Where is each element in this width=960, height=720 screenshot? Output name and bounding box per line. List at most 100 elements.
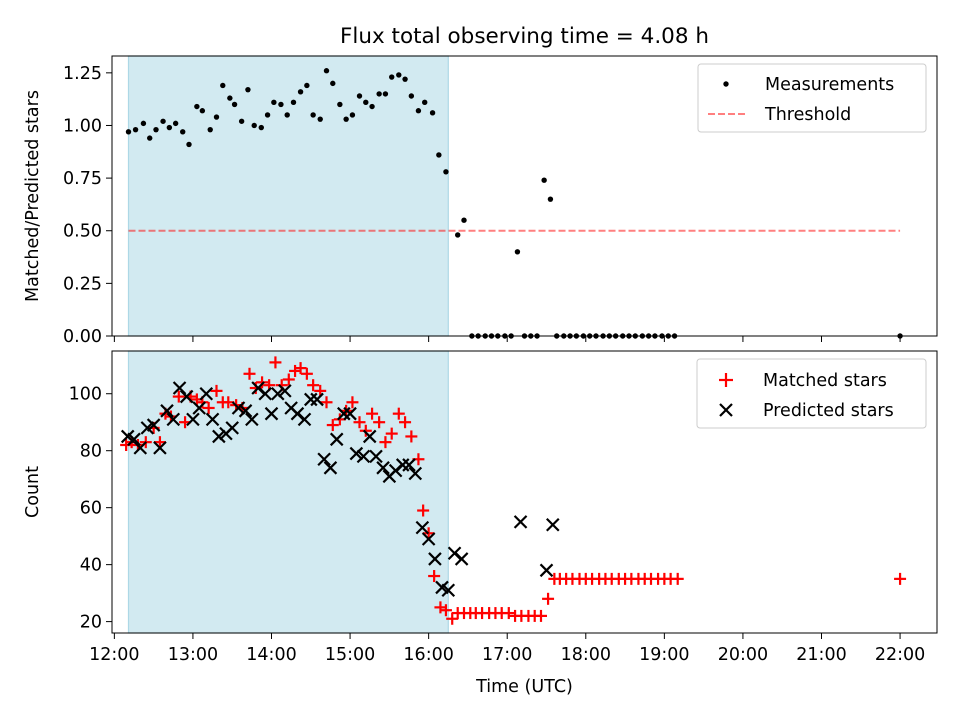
x-tick-label: 15:00 <box>325 645 375 665</box>
matched-star-marker <box>307 379 320 392</box>
x-tick-label: 16:00 <box>403 645 453 665</box>
matched-star-marker <box>671 572 684 585</box>
measurement-point <box>258 124 264 131</box>
matched-star-marker <box>282 373 295 386</box>
predicted-star-marker <box>408 466 423 481</box>
matched-star-marker <box>353 416 366 429</box>
y-tick-label: 0.00 <box>63 327 102 347</box>
measurement-point <box>147 135 153 141</box>
predicted-star-marker <box>349 446 364 461</box>
top-panel: 0.00 0.25 0.50 0.75 1.00 1.25 Matched/Predict… <box>23 55 938 347</box>
measurement-point <box>278 101 284 108</box>
y-tick-label: 0.50 <box>63 222 102 242</box>
shaded-observing-window <box>127 350 449 634</box>
y-tick-label: 40 <box>80 556 102 576</box>
measurement-point <box>132 126 139 133</box>
bottom-legend-frame <box>696 358 927 429</box>
matched-star-marker <box>120 439 133 451</box>
predicted-star-marker <box>323 461 338 475</box>
legend-predicted-marker <box>719 403 733 417</box>
predicted-star-marker <box>421 532 436 546</box>
top-legend: Measurements Threshold <box>697 63 927 133</box>
matched-star-marker <box>428 570 441 583</box>
top-shaded-span <box>127 55 449 337</box>
measurement-point <box>323 68 330 74</box>
predicted-star-marker <box>166 412 181 427</box>
predicted-star-marker <box>356 449 371 464</box>
predicted-star-marker <box>192 401 206 415</box>
measurement-point <box>227 95 233 101</box>
measurement-point <box>422 99 428 106</box>
measurement-point <box>389 74 395 80</box>
predicted-star-marker <box>539 563 554 578</box>
measurement-point <box>376 91 382 97</box>
matched-star-marker <box>535 609 547 622</box>
predicted-star-marker <box>127 432 141 447</box>
predicted-star-marker <box>245 412 259 427</box>
y-tick-label: 100 <box>69 385 102 405</box>
bottom-legend: Matched stars Predicted stars <box>696 358 927 429</box>
x-tick-label: 21:00 <box>796 645 846 665</box>
matched-star-marker <box>446 612 459 625</box>
measurement-point <box>251 122 257 129</box>
matched-star-marker <box>434 601 447 614</box>
predicted-star-marker <box>205 412 220 427</box>
y-tick-label: 0.25 <box>63 274 102 294</box>
matched-star-marker <box>379 436 392 449</box>
measurement-point <box>369 103 375 110</box>
matched-star-marker <box>542 592 555 605</box>
matched-star-marker <box>153 436 166 449</box>
predicted-star-marker <box>376 461 390 475</box>
measurement-point <box>547 196 554 202</box>
predicted-star-marker <box>310 392 324 407</box>
measurement-point <box>153 126 159 133</box>
matched-star-marker <box>172 390 185 403</box>
predicted-star-marker <box>317 452 331 467</box>
legend-measurements-marker <box>723 81 729 87</box>
predicted-star-marker <box>304 392 318 407</box>
measurement-point <box>415 108 422 114</box>
x-tick-label: 13:00 <box>168 645 218 665</box>
measurement-point <box>317 116 323 122</box>
predicted-star-marker <box>395 458 410 472</box>
measurement-point <box>297 89 304 95</box>
measurement-point <box>455 232 461 238</box>
bottom-plot-frame <box>111 350 938 634</box>
measurement-point <box>461 217 467 223</box>
measurement-point <box>180 129 186 135</box>
measurement-point <box>207 126 213 133</box>
predicted-star-marker <box>264 406 279 421</box>
predicted-star-marker <box>146 418 161 432</box>
measurement-point <box>160 118 166 124</box>
legend-measurements-label: Measurements <box>765 75 894 95</box>
matched-star-marker <box>243 367 256 380</box>
matched-star-marker <box>894 572 907 585</box>
y-tick-label: 1.25 <box>63 64 102 84</box>
top-y-axis-label: Matched/Predicted stars <box>23 90 43 302</box>
measurement-point <box>245 86 251 93</box>
measurement-point <box>231 101 238 108</box>
measurement-point <box>213 114 220 120</box>
x-tick-label: 17:00 <box>482 645 532 665</box>
matched-star-marker <box>359 424 372 437</box>
matched-star-marker <box>502 607 515 620</box>
top-plot-frame <box>111 55 938 337</box>
matched-star-marker <box>346 396 359 409</box>
predicted-star-marker <box>186 412 200 427</box>
measurement-point <box>330 80 336 87</box>
matched-star-marker <box>210 384 223 397</box>
y-tick-label: 60 <box>80 499 102 519</box>
x-tick-label: 20:00 <box>718 645 768 665</box>
measurement-point <box>402 76 408 82</box>
predicted-star-marker <box>179 389 194 404</box>
matched-star-marker <box>373 416 386 429</box>
bottom-y-ticks: 20 40 60 80 100 <box>69 385 112 633</box>
measurement-point <box>541 177 547 183</box>
matched-star-marker <box>320 396 333 409</box>
measurement-point <box>343 116 349 122</box>
top-legend-frame <box>697 63 927 133</box>
predicted-star-marker <box>238 404 253 418</box>
measurement-point <box>271 99 277 106</box>
predicted-star-marker <box>271 386 285 401</box>
